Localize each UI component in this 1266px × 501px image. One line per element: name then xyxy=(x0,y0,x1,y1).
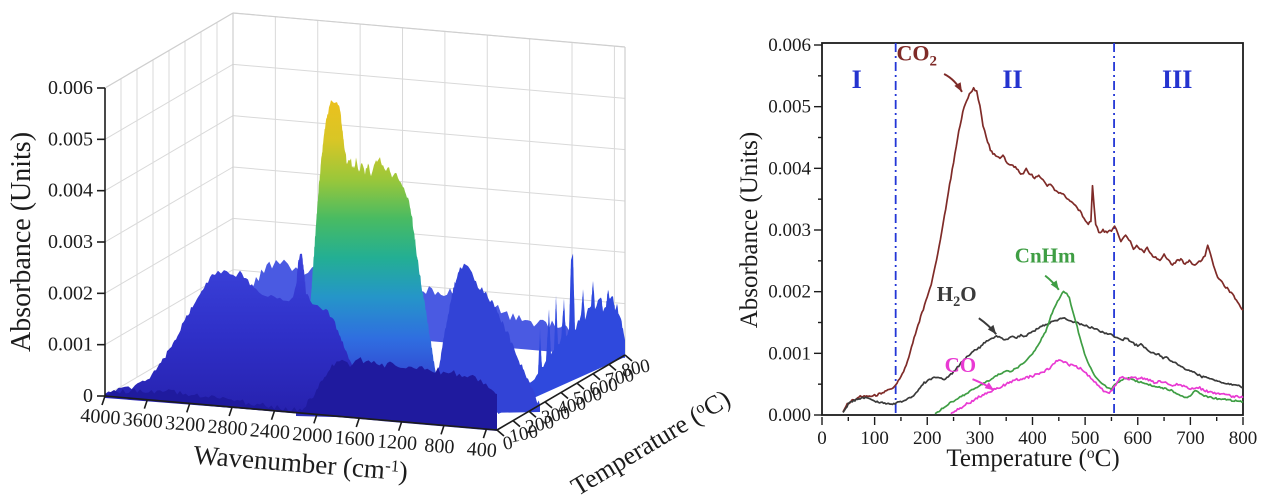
wavenumber-tick-label: 4000 xyxy=(80,405,121,430)
z-tick-label: 0 xyxy=(83,385,93,407)
wavenumber-tick xyxy=(185,403,191,413)
y-tick-label: 0.005 xyxy=(768,97,811,118)
left-3d-chart: 0.006 0.005 0.004 0.003 0.002 0.001 0 Absorbanc… xyxy=(6,12,735,501)
wall-edge xyxy=(232,12,626,48)
temperature-tick xyxy=(512,420,521,428)
wavenumber-axis-line xyxy=(104,395,498,431)
series-CO xyxy=(950,359,1244,415)
region-label-II: II xyxy=(1002,65,1022,94)
tick-marks xyxy=(814,44,1244,425)
wavenumber-tick xyxy=(143,399,149,409)
temperature-tick xyxy=(560,391,569,400)
wavenumber-tick xyxy=(440,425,445,435)
y-tick-label: 0.003 xyxy=(768,220,811,241)
surface-layer-foreground-band xyxy=(105,357,497,431)
z-tick-label: 0.003 xyxy=(48,231,93,253)
surface-layer-right-spikes xyxy=(498,253,625,414)
temperature-tick xyxy=(608,363,617,371)
wavenumber-tick-label: 1600 xyxy=(334,427,375,452)
wavenumber-tick-label: 400 xyxy=(466,438,497,462)
plot-frame xyxy=(821,42,1244,416)
z-tick-label: 0.006 xyxy=(48,77,93,99)
x-tick-label: 500 xyxy=(1071,428,1100,449)
temperature-tick-label: 800 xyxy=(620,355,652,381)
z-axis-title: Absorbance (Units) xyxy=(6,132,37,352)
wavenumber-tick xyxy=(313,414,318,424)
wavenumber-tick xyxy=(355,417,361,428)
co-label-arrowhead xyxy=(984,382,995,391)
cnhm-label: CnHm xyxy=(1015,244,1076,268)
wavenumber-tick-label: 2800 xyxy=(207,416,248,441)
z-tick-label: 0.001 xyxy=(48,334,93,356)
series-CO2 xyxy=(842,86,1244,413)
ftir-surface xyxy=(105,100,625,431)
y-tick-label: 0.002 xyxy=(768,282,811,303)
back-wall-gridline xyxy=(232,115,626,151)
temperature-tick xyxy=(576,382,585,390)
wavenumber-tick-label: 800 xyxy=(424,434,455,458)
x-axis-title: Temperature (o​C) xyxy=(946,445,1119,472)
x-tick-label: 800 xyxy=(1229,428,1258,449)
wall-edges xyxy=(104,12,626,355)
wavenumber-tick xyxy=(101,395,106,406)
axes-3d xyxy=(97,87,633,439)
co-label: CO xyxy=(945,353,977,377)
temperature-tick-label: 0 xyxy=(501,432,515,455)
wavenumber-tick xyxy=(482,428,488,439)
temperature-tick xyxy=(496,429,505,437)
temperature-tick xyxy=(624,354,633,362)
x-tick-label: 0 xyxy=(817,428,827,449)
x-tick-label: 600 xyxy=(1124,428,1153,449)
z-tick-label: 0.002 xyxy=(48,282,93,304)
cnhm-label-arrowhead xyxy=(1050,280,1059,290)
back-wall-gridline xyxy=(232,63,626,99)
h2o-label-arrowhead xyxy=(987,324,997,335)
back-wall-gridline xyxy=(232,166,626,202)
co2-label-arrowhead xyxy=(954,82,962,92)
back-wall-gridline xyxy=(232,217,626,253)
wavenumber-tick-label: 3600 xyxy=(122,408,163,433)
wavenumber-tick-label: 2400 xyxy=(249,419,290,444)
region-label-III: III xyxy=(1162,65,1192,94)
wavenumber-tick-label: 2000 xyxy=(292,423,333,448)
wavenumber-tick xyxy=(397,421,403,431)
co2-label: CO2​ xyxy=(896,40,936,69)
x-tick-label: 100 xyxy=(860,428,889,449)
series-H2O xyxy=(842,317,1244,413)
z-tick-label: 0.005 xyxy=(48,128,93,150)
wavenumber-tick xyxy=(228,406,233,417)
region-label-I: I xyxy=(852,65,862,94)
right-line-chart: 0.000 0.001 0.002 0.003 0.004 0.005 0.006 0 100 2… xyxy=(736,35,1257,472)
x-tick-label: 400 xyxy=(1018,428,1047,449)
z-tick-label: 0.004 xyxy=(48,180,93,202)
series-CnHm xyxy=(934,290,1244,415)
wavenumber-tick-label: 1200 xyxy=(376,430,417,455)
y-tick-label: 0.006 xyxy=(768,35,811,56)
temperature-tick xyxy=(592,373,601,381)
h2o-label: H2​O xyxy=(937,282,977,310)
temperature-tick xyxy=(544,401,553,409)
x-tick-label: 700 xyxy=(1176,428,1205,449)
wall-edge xyxy=(104,12,234,89)
x-tick-label: 200 xyxy=(913,428,942,449)
y-tick-label: 0.001 xyxy=(768,343,811,364)
temperature-tick xyxy=(528,410,537,418)
y-axis-title: Absorbance (Units) xyxy=(736,132,763,328)
y-tick-label: 0.004 xyxy=(768,158,811,179)
wavenumber-tick xyxy=(270,410,276,420)
wavenumber-tick-label: 3200 xyxy=(164,412,205,437)
y-tick-label: 0.000 xyxy=(768,405,811,426)
x-tick-label: 300 xyxy=(966,428,995,449)
